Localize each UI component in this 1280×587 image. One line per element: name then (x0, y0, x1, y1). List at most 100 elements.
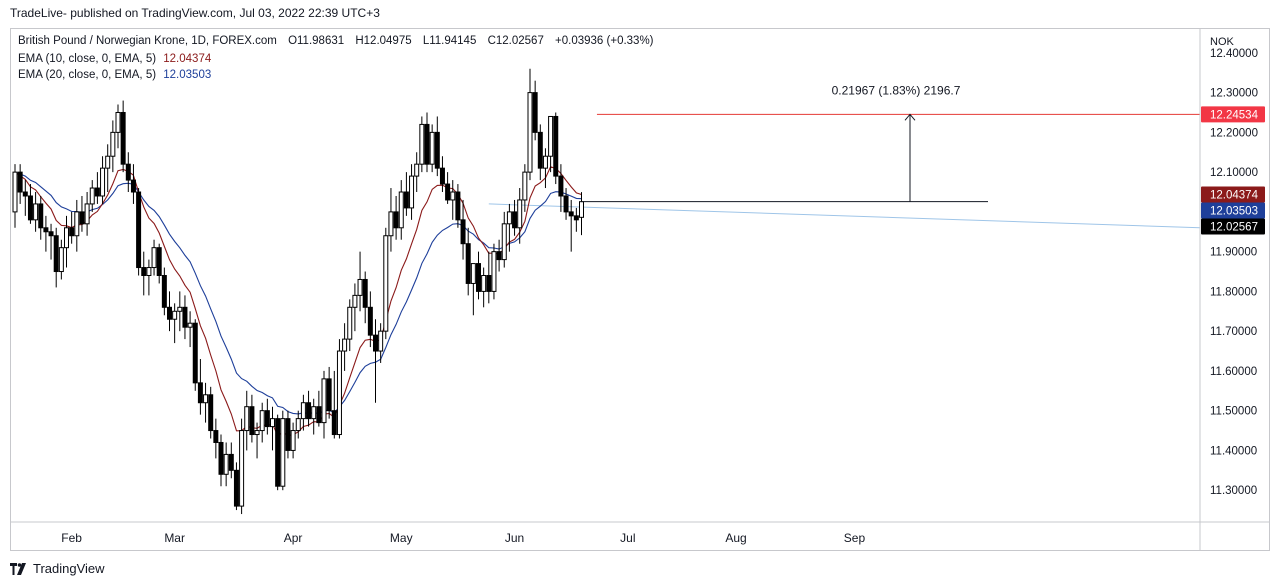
candle (573, 207, 579, 232)
candle-body (264, 410, 270, 428)
candle-body (316, 406, 322, 424)
candle-body (439, 167, 445, 185)
price-tick-label: 12.40000 (1210, 48, 1258, 60)
price-tick-label: 11.30000 (1210, 485, 1257, 497)
candle (167, 291, 172, 332)
candle (419, 116, 425, 173)
close-value: 12.02567 (495, 35, 544, 47)
candle-body (270, 418, 275, 428)
candle-body (409, 175, 415, 209)
ema10-legend[interactable]: EMA (10, close, 0, EMA, 5) 12.04374 (18, 53, 211, 65)
price-tick-label: 11.70000 (1210, 326, 1257, 338)
candle (429, 124, 435, 173)
candle-body (373, 334, 378, 352)
price-labels: 12.24534 12.04374 12.03503 12.02567 (1201, 106, 1265, 235)
candle-body (532, 92, 538, 133)
candle (285, 410, 291, 459)
change-value: +0.03936 (+0.33%) (555, 35, 654, 47)
chart-frame[interactable] (10, 28, 1270, 551)
candle (352, 283, 358, 332)
candle-body (213, 430, 219, 443)
candle (522, 164, 528, 212)
candle-body (311, 406, 317, 420)
candle-body (414, 163, 420, 177)
candle (501, 211, 507, 268)
price-label-bg (1201, 202, 1265, 219)
footer-brand[interactable]: TradingView (10, 561, 105, 576)
candle-body (22, 191, 28, 197)
ema20-legend[interactable]: EMA (20, close, 0, EMA, 5) 12.03503 (18, 69, 211, 81)
ema10-line (14, 166, 582, 437)
candle (373, 319, 378, 403)
symbol-legend[interactable]: British Pound / Norwegian Krone, 1D, FOR… (18, 35, 654, 47)
high-value: 12.04975 (363, 35, 412, 47)
candle (146, 259, 152, 296)
candle (94, 172, 100, 204)
price-label-bg (1201, 218, 1265, 235)
candle-body (568, 211, 574, 217)
candle (259, 402, 265, 443)
candle-body (43, 227, 49, 233)
candle (465, 227, 471, 296)
candle (218, 434, 224, 487)
price-tick-label: 11.60000 (1210, 366, 1257, 378)
candle-body (527, 92, 533, 173)
price-label-ema20: 12.03503 (1201, 202, 1265, 219)
candle (388, 188, 394, 252)
candle (115, 104, 121, 149)
candle-body (239, 430, 245, 507)
candle (563, 188, 569, 220)
candle-body (326, 378, 332, 412)
candle (311, 398, 317, 435)
candle (491, 243, 497, 300)
candle (141, 251, 147, 296)
candle-body (280, 418, 286, 487)
candle-body (460, 219, 466, 245)
candle-body (146, 267, 152, 277)
candle-body (331, 410, 337, 436)
candle-body (522, 171, 528, 201)
time-axis[interactable]: Feb Mar Apr May Jun Jul Aug Sep (11, 521, 1269, 545)
candle (161, 267, 167, 316)
candle-body (254, 430, 260, 436)
candle-body (573, 215, 579, 221)
measure-tool[interactable]: 0.21967 (1.83%) 2196.7 (581, 83, 1201, 203)
candle-body (208, 394, 214, 432)
candle-body (228, 453, 234, 471)
candle (136, 188, 142, 276)
candle-body (74, 211, 80, 237)
candle (439, 156, 445, 193)
candle-body (285, 418, 291, 451)
price-tick-label: 11.90000 (1210, 247, 1257, 259)
candle (424, 112, 430, 173)
candle (300, 394, 306, 431)
trendline-path[interactable] (488, 203, 1201, 229)
candle-body (48, 231, 54, 237)
candle (542, 148, 548, 189)
candle-body (579, 201, 584, 218)
candle (342, 323, 348, 371)
candle-body (558, 175, 564, 197)
candle (130, 164, 136, 204)
trendline[interactable] (488, 203, 1201, 229)
candle (496, 239, 502, 272)
candle (12, 164, 18, 228)
candle-body (120, 111, 126, 165)
candle-body (470, 263, 476, 284)
candle-body (182, 306, 188, 328)
footer-brand-text: TradingView (33, 561, 105, 576)
candle-body (89, 187, 95, 205)
measure-arrow-icon (904, 113, 916, 121)
candle-body (491, 251, 497, 292)
candle-body (79, 211, 85, 225)
candle (393, 195, 399, 240)
candle (110, 120, 116, 173)
candle (239, 418, 245, 515)
candle (17, 164, 23, 204)
candle-body (125, 163, 131, 181)
candle-body (203, 394, 209, 404)
candle-body (141, 267, 147, 277)
high-label: H (355, 35, 364, 47)
candle-body (321, 378, 327, 424)
